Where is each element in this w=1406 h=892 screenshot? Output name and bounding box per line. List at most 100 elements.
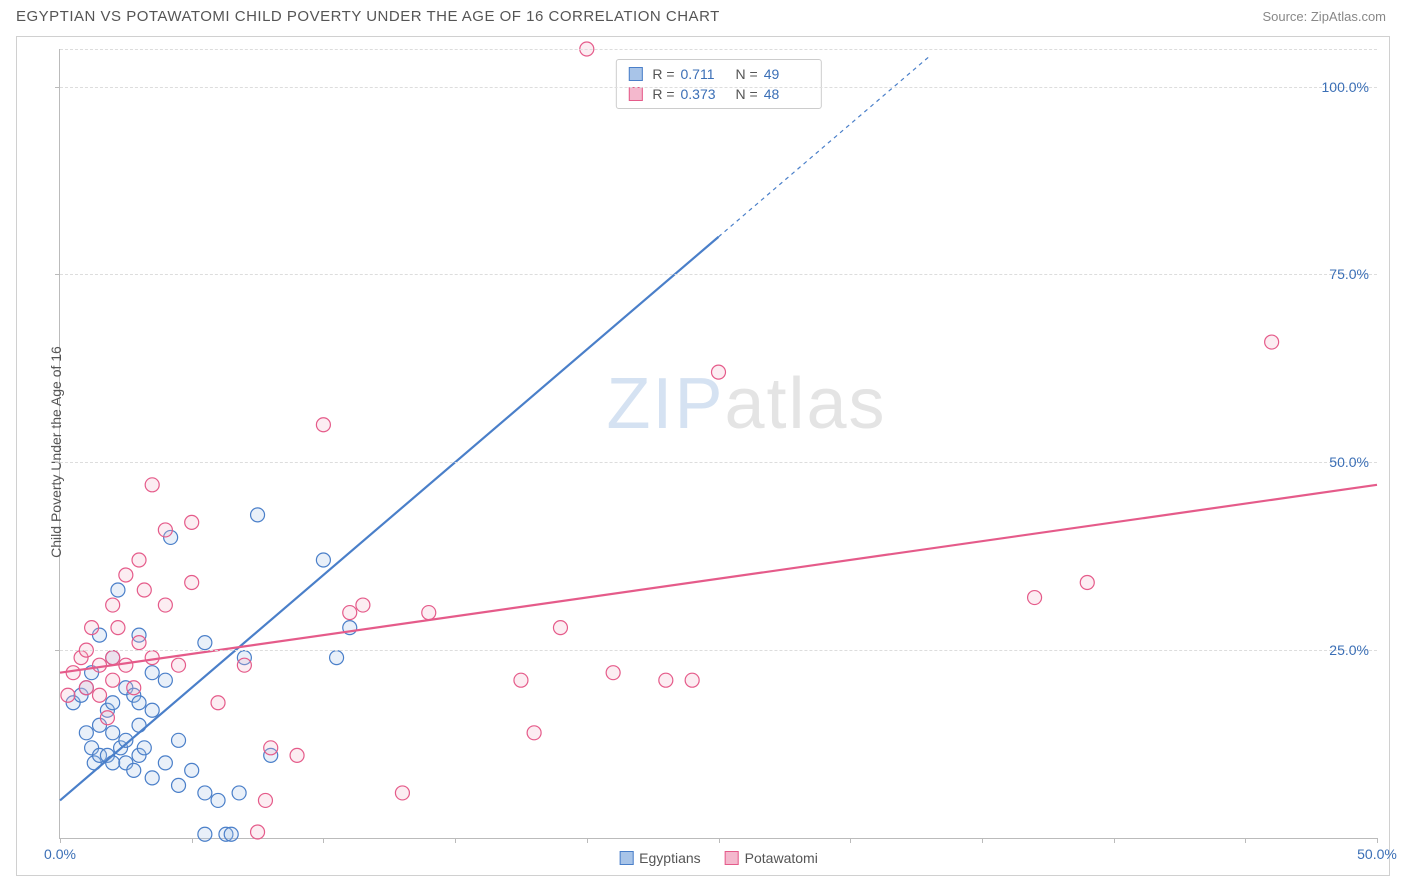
gridline: [60, 650, 1377, 651]
legend-label-egyptians: Egyptians: [639, 850, 700, 866]
scatter-point: [712, 365, 726, 379]
scatter-point: [251, 508, 265, 522]
x-tick: [1377, 838, 1378, 843]
scatter-point: [316, 553, 330, 567]
correlation-legend: R = 0.711 N = 49 R = 0.373 N = 48: [615, 59, 821, 109]
gridline: [60, 462, 1377, 463]
scatter-point: [172, 733, 186, 747]
gridline: [60, 274, 1377, 275]
scatter-point: [137, 741, 151, 755]
scatter-point: [106, 696, 120, 710]
scatter-point: [395, 786, 409, 800]
scatter-point: [132, 696, 146, 710]
chart-svg: [60, 49, 1377, 838]
x-tick: [1114, 838, 1115, 843]
scatter-point: [106, 756, 120, 770]
legend-label-potawatomi: Potawatomi: [745, 850, 818, 866]
scatter-point: [93, 688, 107, 702]
x-tick: [719, 838, 720, 843]
scatter-point: [198, 786, 212, 800]
x-tick: [982, 838, 983, 843]
r-value-potawatomi: 0.373: [681, 86, 726, 102]
scatter-point: [224, 827, 238, 841]
x-tick: [455, 838, 456, 843]
n-value-potawatomi: 48: [764, 86, 809, 102]
scatter-point: [79, 681, 93, 695]
scatter-point: [158, 598, 172, 612]
n-value-egyptians: 49: [764, 66, 809, 82]
scatter-point: [127, 763, 141, 777]
scatter-point: [172, 778, 186, 792]
scatter-point: [132, 636, 146, 650]
legend-item-egyptians: Egyptians: [619, 850, 700, 866]
plot-area: Child Poverty Under the Age of 16 ZIPatl…: [59, 49, 1377, 839]
n-label: N =: [736, 86, 758, 102]
y-tick-label: 25.0%: [1329, 642, 1369, 658]
chart-container: Child Poverty Under the Age of 16 ZIPatl…: [16, 36, 1390, 876]
scatter-point: [606, 666, 620, 680]
y-tick: [55, 87, 60, 88]
scatter-point: [659, 673, 673, 687]
scatter-point: [106, 726, 120, 740]
scatter-point: [111, 621, 125, 635]
scatter-point: [158, 673, 172, 687]
r-label: R =: [652, 86, 674, 102]
x-tick: [60, 838, 61, 843]
scatter-point: [185, 576, 199, 590]
source-attribution: Source: ZipAtlas.com: [1262, 9, 1386, 24]
trend-line: [60, 237, 719, 801]
scatter-point: [1265, 335, 1279, 349]
y-tick: [55, 462, 60, 463]
swatch-egyptians: [619, 851, 633, 865]
scatter-point: [258, 793, 272, 807]
scatter-point: [514, 673, 528, 687]
scatter-point: [111, 583, 125, 597]
scatter-point: [1080, 576, 1094, 590]
scatter-point: [198, 827, 212, 841]
n-label: N =: [736, 66, 758, 82]
y-tick-label: 100.0%: [1322, 79, 1369, 95]
scatter-point: [198, 636, 212, 650]
swatch-potawatomi: [725, 851, 739, 865]
scatter-point: [211, 696, 225, 710]
y-tick-label: 75.0%: [1329, 266, 1369, 282]
scatter-point: [316, 418, 330, 432]
scatter-point: [553, 621, 567, 635]
scatter-point: [264, 741, 278, 755]
r-value-egyptians: 0.711: [681, 66, 726, 82]
y-tick: [55, 650, 60, 651]
x-tick-label: 50.0%: [1357, 846, 1397, 862]
scatter-point: [137, 583, 151, 597]
r-label: R =: [652, 66, 674, 82]
chart-header: EGYPTIAN VS POTAWATOMI CHILD POVERTY UND…: [0, 0, 1406, 29]
scatter-point: [85, 621, 99, 635]
scatter-point: [119, 658, 133, 672]
scatter-point: [145, 651, 159, 665]
x-tick: [587, 838, 588, 843]
x-tick: [192, 838, 193, 843]
legend-item-potawatomi: Potawatomi: [725, 850, 818, 866]
scatter-point: [1028, 591, 1042, 605]
scatter-point: [185, 515, 199, 529]
scatter-point: [422, 606, 436, 620]
scatter-point: [211, 793, 225, 807]
scatter-point: [232, 786, 246, 800]
gridline: [60, 87, 1377, 88]
scatter-point: [119, 568, 133, 582]
scatter-point: [145, 771, 159, 785]
scatter-point: [343, 606, 357, 620]
scatter-point: [145, 666, 159, 680]
scatter-point: [100, 711, 114, 725]
scatter-point: [106, 673, 120, 687]
scatter-point: [106, 651, 120, 665]
scatter-point: [527, 726, 541, 740]
scatter-point: [145, 703, 159, 717]
gridline: [60, 49, 1377, 50]
scatter-point: [93, 658, 107, 672]
swatch-potawatomi: [628, 87, 642, 101]
scatter-point: [237, 658, 251, 672]
scatter-point: [330, 651, 344, 665]
scatter-point: [685, 673, 699, 687]
scatter-point: [290, 748, 304, 762]
scatter-point: [66, 666, 80, 680]
